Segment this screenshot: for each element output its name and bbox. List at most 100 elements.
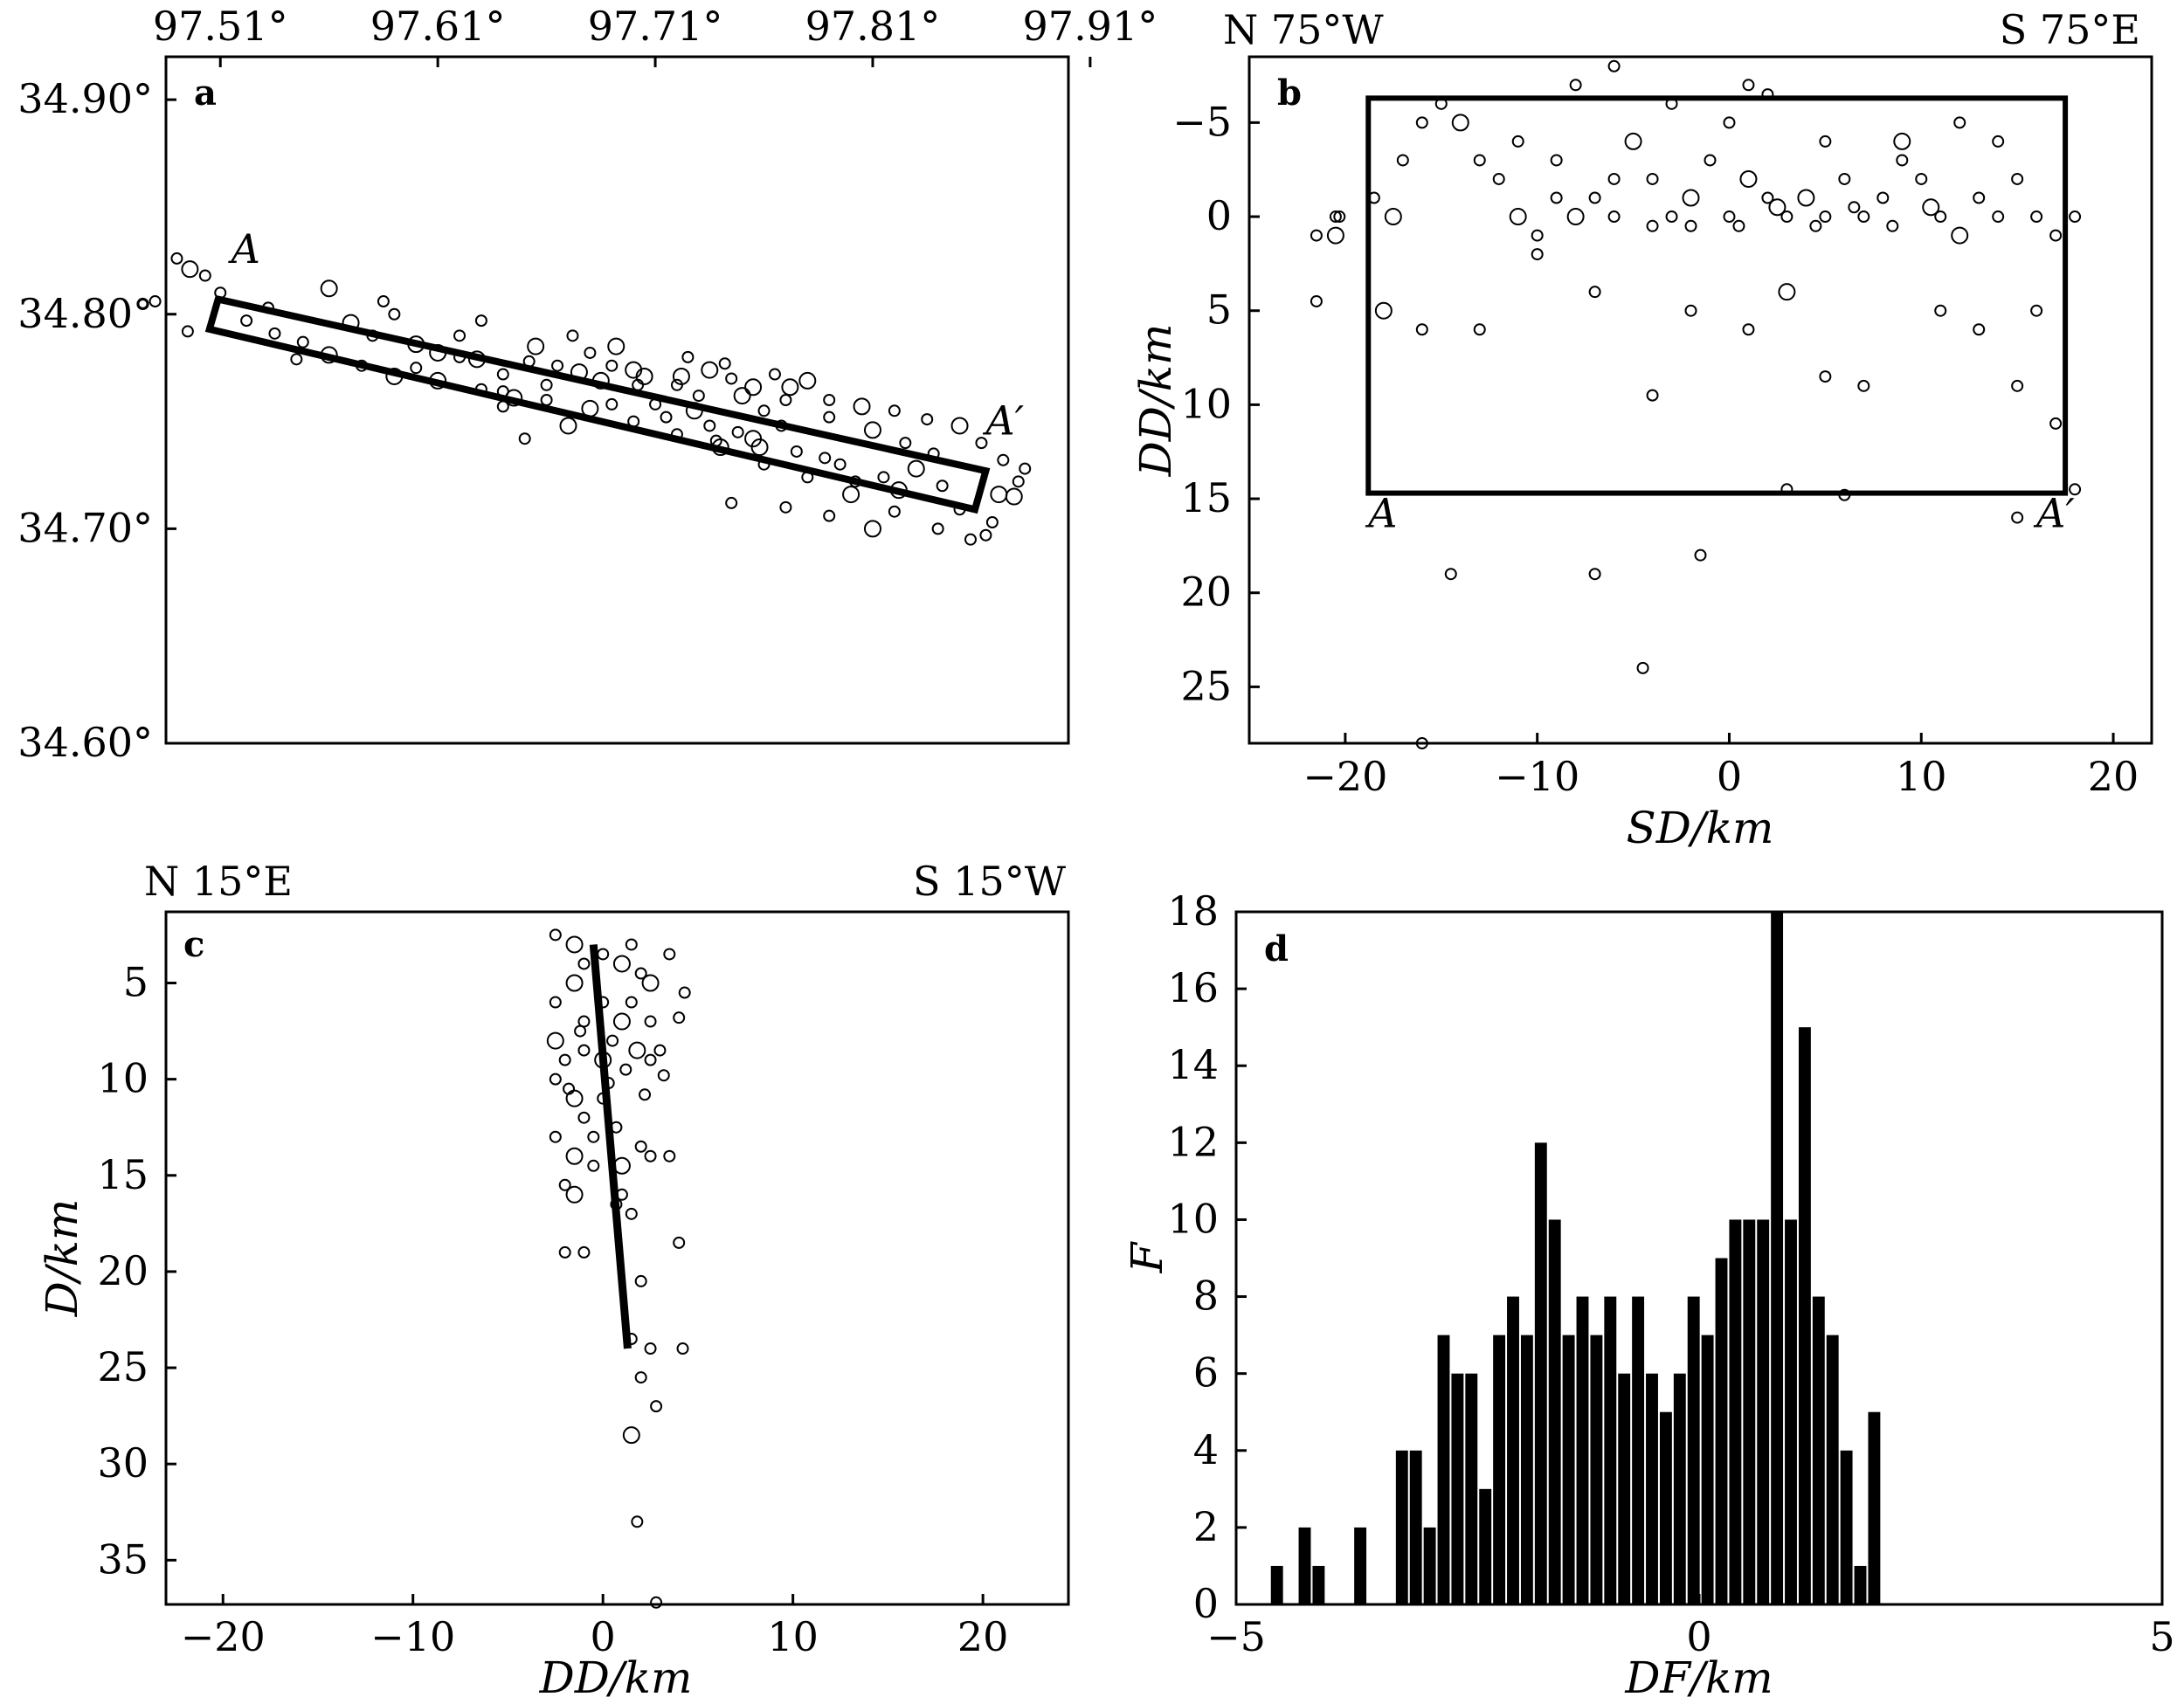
panel-b-event-point [1636, 661, 1649, 674]
panel-c-event-point [650, 1596, 663, 1609]
panel-c: c N 15°E S 15°W −20 −10 0 10 20 5 10 15 … [37, 858, 1070, 1697]
panel-c-event-point [628, 1041, 646, 1059]
panel-a-event-point [842, 486, 860, 504]
panel-b-event-point [1694, 548, 1707, 562]
panel-b-event-point [2011, 172, 2024, 185]
panel-a-y-tick-label: 34.70° [17, 504, 153, 551]
panel-d-y-tick-label: 2 [1193, 1503, 1219, 1550]
panel-b-event-point [1509, 208, 1527, 226]
panel-a-event-point [518, 432, 531, 445]
panel-b-y-tick-label: 5 [1206, 286, 1232, 334]
panel-a-event-point [474, 314, 487, 328]
panel-c-event-point [577, 957, 591, 970]
panel-c-event-point [565, 974, 584, 992]
panel-c-event-point [625, 996, 638, 1009]
panel-c-y-tick-label: 35 [97, 1535, 149, 1583]
panel-a-event-point [725, 372, 738, 385]
panel-c-y-tick-label: 10 [97, 1055, 149, 1102]
panel-b-event-point [1780, 210, 1794, 224]
panel-d-histogram-bar [1479, 1488, 1492, 1604]
panel-c-event-point [549, 1073, 562, 1086]
panel-b-profile-label-a: A [1365, 489, 1397, 536]
panel-d-histogram-bar [1673, 1373, 1686, 1604]
panel-c-event-point [625, 938, 638, 951]
panel-a-event-point [181, 260, 199, 279]
panel-a-event-point [605, 359, 619, 372]
panel-d-histogram-bar [1576, 1296, 1589, 1604]
panel-b-event-point [1992, 135, 2005, 148]
panel-c-event-point [587, 1159, 600, 1172]
panel-d-histogram-bar [1465, 1373, 1478, 1604]
panel-a-event-point [625, 361, 643, 379]
panel-d-y-tick-label: 12 [1167, 1118, 1219, 1165]
panel-b-event-point [1684, 219, 1697, 232]
panel-b-event-point [1768, 198, 1787, 217]
panel-c-x-axis-label: DD/km [539, 1652, 693, 1697]
panel-a-event-point [921, 413, 934, 426]
panel-c-event-point [650, 1400, 663, 1413]
panel-d-histogram-bar [1840, 1450, 1853, 1604]
panel-b-y-tick-label: 10 [1180, 380, 1232, 427]
panel-a-event-point [320, 279, 338, 298]
panel-c-y-tick-label: 15 [97, 1151, 149, 1198]
panel-b: b N 75°W S 75°E −20 −10 0 10 20 −5 0 5 1… [1130, 6, 2153, 853]
panel-a-profile-label-a: A [228, 225, 260, 272]
panel-c-event-point [597, 948, 610, 961]
panel-d-histogram-bar [1826, 1335, 1839, 1604]
panel-d-y-tick-label: 0 [1193, 1580, 1219, 1627]
panel-a-event-point [170, 252, 183, 265]
panel-d-histogram-bar [1632, 1296, 1645, 1604]
panel-d-y-tick-label: 18 [1167, 887, 1219, 935]
panel-d-histogram-bar [1312, 1565, 1325, 1604]
panel-a-profile-label-a-prime: A′ [982, 397, 1024, 444]
panel-d-histogram-bar [1687, 1296, 1700, 1604]
panel-b-event-point [1934, 304, 1947, 317]
panel-c-event-point [678, 986, 691, 999]
panel-b-y-tick-label: 20 [1180, 569, 1232, 616]
panel-a-event-point [853, 397, 871, 416]
panel-a: a 97.51° 97.61° 97.71° 97.81° 97.91° 34.… [17, 3, 1158, 766]
panel-c-event-point [673, 1011, 686, 1024]
panel-a-label: a [194, 72, 217, 114]
panel-c-event-point [612, 1012, 631, 1031]
panel-a-event-point [779, 500, 792, 514]
panel-a-event-point [388, 307, 401, 321]
panel-c-event-point [634, 967, 647, 980]
panel-c-event-point [634, 1371, 647, 1384]
panel-b-event-point [1588, 191, 1601, 204]
panel-d-histogram-bar [1590, 1335, 1603, 1604]
panel-b-event-point [1665, 210, 1678, 224]
panel-c-x-tick-label: 10 [767, 1613, 819, 1660]
panel-d-histogram-bar [1646, 1373, 1658, 1604]
panel-a-event-point [527, 337, 545, 355]
panel-d-x-tick-label: 5 [2149, 1613, 2174, 1660]
panel-d-histogram-bar [1562, 1335, 1575, 1604]
panel-c-event-point [577, 1044, 591, 1057]
panel-d-histogram-bar [1701, 1335, 1714, 1604]
panel-a-event-point [798, 371, 817, 390]
panel-a-event-point [410, 362, 423, 375]
panel-a-event-point [779, 394, 792, 406]
panel-d-y-tick-label: 16 [1167, 964, 1219, 1011]
panel-a-event-point [149, 295, 162, 308]
panel-b-event-point [1333, 210, 1346, 224]
panel-b-frame [1248, 55, 2153, 745]
panel-b-event-point [1723, 210, 1736, 224]
panel-d-histogram-bar [1812, 1296, 1825, 1604]
panel-b-event-point [1973, 191, 1986, 204]
panel-b-event-point [1819, 135, 1832, 148]
panel-c-x-tick-label: 20 [957, 1613, 1009, 1660]
panel-a-event-point [1019, 462, 1032, 475]
panel-c-event-point [653, 1044, 667, 1057]
panel-d-histogram-bar [1298, 1527, 1311, 1604]
panel-c-event-point [565, 1089, 584, 1107]
panel-c-y-tick-label: 25 [97, 1343, 149, 1390]
panel-b-x-tick-label: 10 [1896, 753, 1947, 800]
panel-c-event-point [574, 1024, 587, 1038]
panel-a-event-point [296, 335, 309, 348]
panel-d-histogram-bar [1743, 1219, 1756, 1604]
panel-b-event-point [1550, 154, 1563, 167]
panel-a-event-point [781, 378, 799, 397]
panel-b-event-point [2069, 210, 2082, 224]
panel-a-event-point [907, 459, 925, 478]
